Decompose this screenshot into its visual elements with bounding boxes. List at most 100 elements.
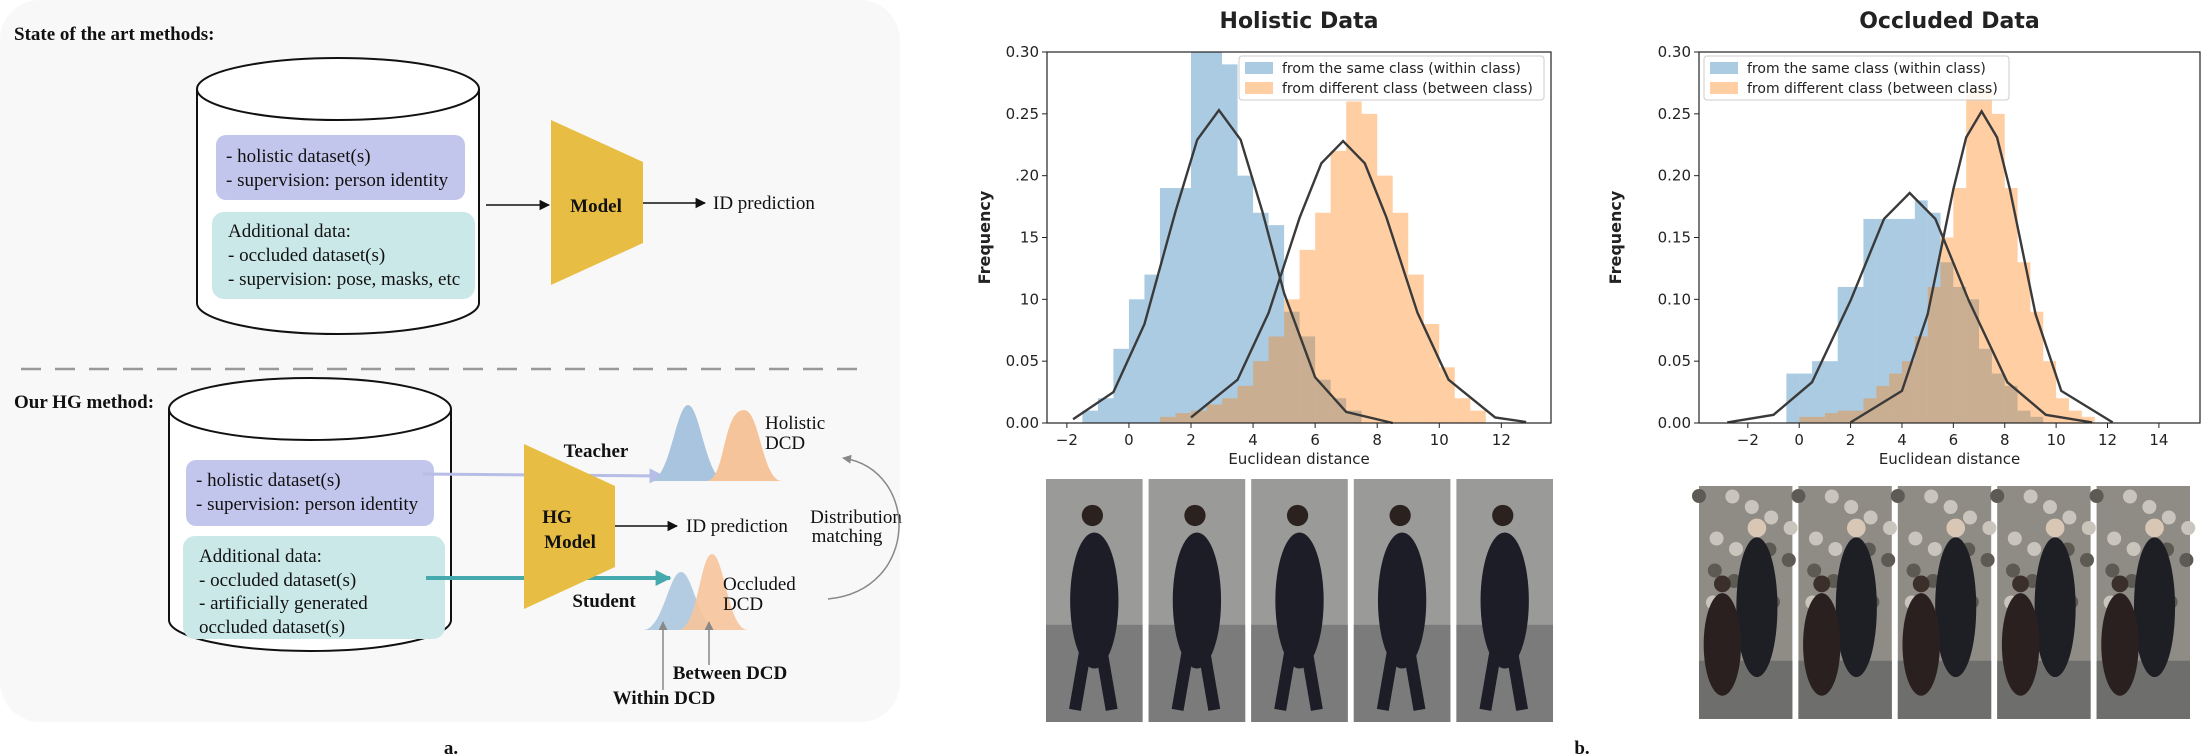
photo-texture	[2181, 521, 2196, 535]
person	[2034, 537, 2076, 678]
histogram-bar	[1914, 200, 1928, 423]
model-block	[551, 120, 643, 285]
y-tick-label: 0.30	[1658, 43, 1691, 61]
box-text: - artificially generated	[199, 593, 368, 614]
histogram-bar	[1408, 274, 1424, 423]
y-tick-label: 0.10	[1658, 290, 1691, 308]
histogram-bar	[1299, 249, 1316, 423]
person-legs	[1274, 652, 1323, 711]
photo-texture	[1990, 489, 2005, 503]
histogram-bar	[1914, 336, 1928, 423]
photo-texture	[1844, 500, 1859, 514]
photo-texture	[2062, 510, 2077, 525]
histogram-bar	[1330, 398, 1347, 423]
histogram-bar	[2004, 188, 2018, 423]
histogram-bar	[2017, 262, 2031, 423]
histogram-bar	[1901, 218, 1915, 423]
histogram-bar	[1940, 262, 1954, 423]
photo-texture	[1980, 553, 1995, 567]
histogram-bar	[1953, 286, 1967, 423]
person	[2101, 593, 2139, 696]
bell-curve	[650, 405, 726, 481]
model-label: Model	[570, 196, 622, 217]
histogram-bar	[1824, 413, 1838, 423]
chart-title: Occluded Data	[1859, 9, 2040, 34]
histogram-bar	[2017, 410, 2031, 423]
person-head	[1713, 575, 1731, 593]
y-tick-label: 0.25	[1658, 105, 1691, 123]
photo-texture	[1707, 563, 1722, 578]
bell-curve	[678, 554, 748, 630]
person-head	[1184, 504, 1206, 527]
histogram-bar	[1237, 385, 1254, 423]
histogram-bar	[2043, 361, 2057, 423]
person-head	[1081, 504, 1103, 527]
histogram-bar	[1377, 175, 1393, 423]
photo-texture	[1863, 510, 1878, 525]
histogram-bar	[1876, 218, 1890, 423]
person	[1703, 593, 1742, 696]
histogram-bar	[1889, 218, 1902, 423]
dcd-pointer-label: Between DCD	[673, 663, 788, 684]
box-text: - holistic dataset(s)	[196, 470, 341, 491]
histogram-bar	[1837, 410, 1851, 423]
histogram-bar	[1097, 398, 1114, 423]
box-text: Additional data:	[228, 221, 351, 242]
legend-patch	[1245, 62, 1273, 74]
photo-texture	[1809, 531, 1823, 546]
histogram-bar	[1253, 361, 1269, 423]
histogram-bar	[1850, 286, 1864, 423]
box-text: - holistic dataset(s)	[226, 146, 371, 167]
photo-texture	[2007, 531, 2022, 546]
person	[1172, 532, 1222, 669]
histogram-bar	[1953, 188, 1967, 423]
histogram-bar	[1284, 311, 1300, 423]
y-tick-label: 15	[1020, 229, 1039, 247]
y-tick-label: 0.20	[1658, 167, 1691, 185]
histogram-bar	[1470, 410, 1486, 423]
panel-a: State of the art methods: - holistic dat…	[0, 0, 902, 722]
y-tick-label: 0.30	[1006, 43, 1039, 61]
photo-texture	[1908, 531, 1923, 546]
dcd-pointer-label: Within DCD	[613, 688, 716, 709]
y-tick-label: .20	[1015, 167, 1039, 185]
histogram-bar	[1222, 64, 1238, 423]
fit-curve	[1849, 109, 2114, 424]
histogram-bar	[1159, 188, 1176, 423]
chart-title: Holistic Data	[1220, 9, 1379, 34]
histogram-bar	[1361, 113, 1378, 423]
matching-label: matching	[812, 526, 883, 547]
legend-label: from the same class (within class)	[1282, 61, 1521, 77]
panel-label: a.	[444, 738, 458, 754]
x-tick-label: 2	[1186, 431, 1196, 449]
model-block	[524, 444, 615, 609]
panel-label: b.	[1574, 738, 1589, 754]
person	[1070, 532, 1119, 669]
legend-box	[1703, 55, 2010, 101]
person-head	[1389, 504, 1411, 527]
x-tick-label: 6	[1949, 431, 1959, 449]
photo-texture	[1781, 553, 1796, 567]
histogram-bar	[1082, 410, 1098, 423]
photo-texture	[2080, 553, 2094, 567]
photo-texture	[2123, 489, 2137, 504]
y-axis-label: Frequency	[975, 190, 994, 284]
x-tick-label: −2	[1056, 431, 1078, 449]
x-tick-label: 14	[2149, 431, 2168, 449]
photo-texture	[2023, 489, 2038, 504]
histogram-bar	[1237, 175, 1254, 423]
person	[2001, 593, 2040, 696]
heading: State of the art methods:	[14, 24, 215, 45]
person-legs	[1171, 652, 1221, 711]
output-label: ID prediction	[686, 516, 788, 537]
photo-texture	[1725, 489, 1740, 504]
photo-texture	[2043, 500, 2057, 514]
x-axis-label: Euclidean distance	[1228, 450, 1369, 468]
box-text: occluded dataset(s)	[199, 617, 345, 638]
box-text: Additional data:	[199, 546, 322, 567]
legend-patch	[1710, 62, 1738, 74]
teacher-label: Teacher	[564, 441, 629, 462]
person-legs	[1479, 652, 1529, 711]
histogram-bar	[1927, 286, 1941, 423]
